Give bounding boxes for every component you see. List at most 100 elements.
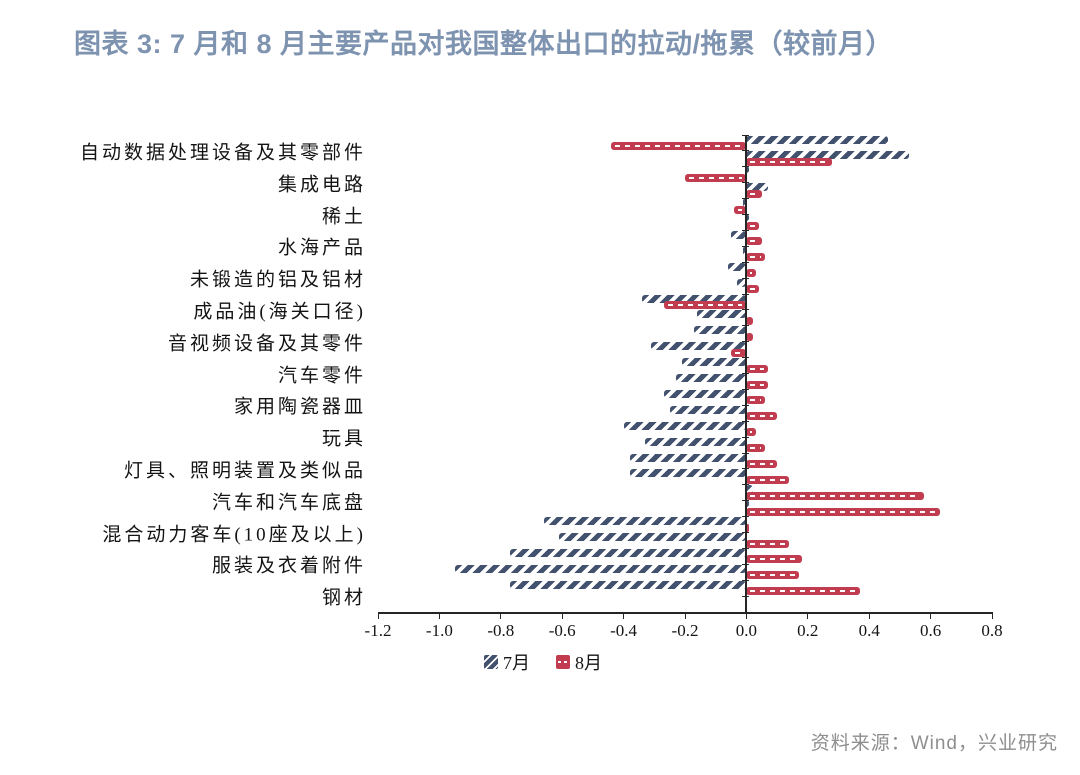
x-axis-tick [377, 612, 379, 619]
bar-july [629, 453, 747, 462]
value-axis-tick [742, 293, 750, 295]
value-axis-tick [742, 516, 750, 518]
x-axis-tick-label: -1.2 [364, 621, 392, 640]
value-axis-tick [742, 388, 750, 390]
value-axis-tick [742, 357, 750, 359]
bar-august-dash-pattern [750, 383, 764, 386]
category-label: 玩具 [321, 428, 366, 450]
category-label: 稀土 [321, 206, 366, 227]
bar-august-dash-pattern [750, 558, 798, 561]
bar-august [746, 253, 765, 262]
value-axis-tick [742, 404, 750, 406]
bar-july [629, 469, 747, 478]
bar-july [746, 501, 750, 510]
bar-august [731, 348, 747, 357]
value-axis-tick [742, 245, 750, 247]
bar-july [746, 215, 750, 223]
bar-august [746, 157, 833, 166]
value-axis-tick [742, 452, 750, 454]
x-axis-tick [745, 612, 747, 619]
bar-august [746, 491, 925, 500]
x-axis-tick [500, 612, 502, 619]
bar-august-dash-pattern [750, 415, 774, 418]
value-axis-tick [742, 468, 750, 470]
bar-july [746, 485, 753, 494]
bar-july [675, 374, 747, 382]
bar-august-dash-pattern [735, 351, 743, 354]
bar-august [746, 539, 790, 548]
july-series-swatch-icon [484, 655, 498, 669]
bar-august-dash-pattern [750, 160, 829, 163]
value-axis-tick [742, 198, 750, 200]
category-axis-labels: 自动数据处理设备及其零部件 集成电路 稀土 水海产品 未锻造的铝及铝材 成品油(海关口径)… [0, 135, 372, 612]
bar-august-dash-pattern [738, 208, 743, 211]
legend: 7月 8月 [484, 649, 602, 675]
value-axis-tick [742, 484, 750, 486]
plot-area: -1.2 -1.0 -0.8 -0.6 -0.4 -0.2 0.0 0.2 0.4 0.6 0.8 [365, 134, 1003, 640]
legend-label-july: 7月 [503, 653, 530, 673]
bar-july [623, 421, 747, 430]
x-axis-tick [561, 612, 563, 619]
x-axis-tick-label: 0.4 [858, 621, 880, 640]
value-axis-tick [742, 420, 750, 422]
value-axis-tick [742, 229, 750, 231]
bar-august [746, 237, 762, 246]
bar-august [746, 380, 768, 389]
value-axis-tick [742, 150, 750, 152]
bar-august-dash-pattern [750, 478, 786, 481]
bar-august-dash-pattern [750, 256, 761, 259]
august-swatch-dash [558, 661, 568, 663]
x-axis-tick-label: -0.6 [548, 621, 576, 640]
bar-august-dash-pattern [750, 192, 758, 195]
bar-july [642, 294, 747, 303]
bar-august-dash-pattern [750, 510, 936, 513]
bar-august [746, 189, 762, 198]
bar-july [454, 564, 747, 573]
bar-august [685, 173, 747, 182]
bar-august [746, 507, 940, 516]
value-axis-tick [742, 341, 750, 343]
bar-august [746, 475, 790, 484]
bar-july [746, 151, 910, 160]
bar-july [743, 199, 747, 208]
chart-title: 图表 3: 7 月和 8 月主要产品对我国整体出口的拉动/拖累（较前月） [74, 29, 894, 59]
bar-august [746, 460, 778, 468]
bar-august-dash-pattern [750, 431, 752, 434]
category-label: 汽车零件 [277, 365, 366, 386]
bar-july [697, 310, 747, 319]
bar-august [746, 332, 753, 341]
august-series-swatch-icon [556, 655, 570, 669]
bar-august [746, 444, 765, 453]
bar-august-dash-pattern [750, 494, 921, 497]
bar-july [669, 405, 747, 414]
x-axis-tick [930, 612, 932, 619]
bar-july [645, 437, 747, 446]
value-axis-tick [742, 436, 750, 438]
bar-august [746, 269, 756, 278]
bar-july [737, 278, 747, 287]
bar-july [743, 246, 747, 255]
category-label: 汽车和汽车底盘 [211, 492, 366, 514]
bar-august-dash-pattern [750, 224, 755, 227]
bar-august-dash-pattern [750, 272, 752, 275]
bar-july [651, 342, 747, 351]
bar-august-dash-pattern [689, 176, 743, 179]
value-axis-tick [742, 261, 750, 263]
bar-august-dash-pattern [750, 367, 764, 370]
category-label: 混合动力客车(10座及以上) [102, 524, 366, 545]
value-axis-tick [742, 579, 750, 581]
value-axis-tick [742, 134, 750, 136]
bar-august-dash-pattern [615, 145, 743, 147]
legend-item-august: 8月 [556, 649, 602, 675]
value-axis-tick [742, 595, 750, 597]
x-axis-tick [868, 612, 870, 619]
value-axis-tick [742, 214, 750, 215]
value-axis-tick [742, 547, 750, 549]
x-axis-tick-label: 0.6 [919, 621, 942, 640]
x-axis-tick [807, 612, 809, 619]
x-axis-tick [684, 612, 686, 619]
category-label: 集成电路 [277, 174, 366, 196]
bar-july [731, 230, 747, 239]
value-axis-tick [742, 277, 750, 279]
